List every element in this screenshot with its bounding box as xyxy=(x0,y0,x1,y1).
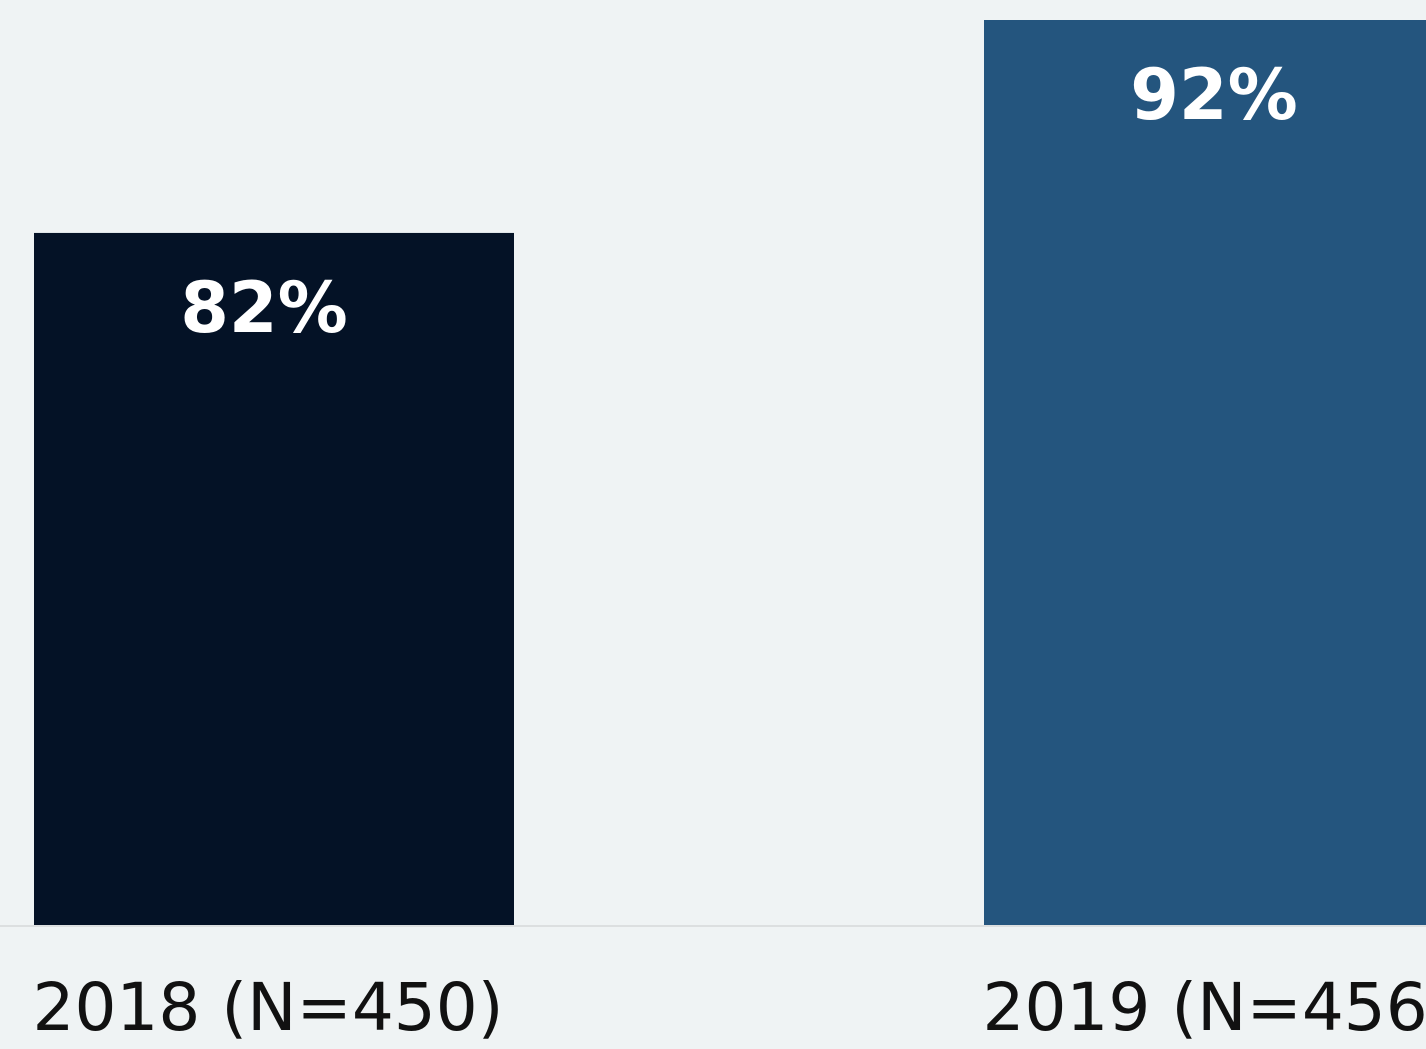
value-label: 92% xyxy=(1130,54,1298,136)
x-tick-label: 2019 (N=456) xyxy=(982,969,1426,1046)
bar xyxy=(984,20,1426,925)
x-tick-label: 2018 (N=450) xyxy=(32,969,503,1046)
bar xyxy=(34,232,514,926)
value-label: 82% xyxy=(180,267,348,349)
